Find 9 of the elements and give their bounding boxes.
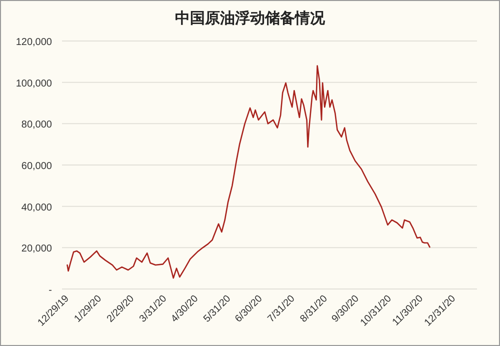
y-tick-label: 60,000 (21, 161, 52, 172)
y-tick-label: 100,000 (16, 78, 52, 90)
y-tick-label: 40,000 (21, 202, 52, 214)
y-tick-label: 80,000 (21, 120, 52, 131)
y-tick-label: 120,000 (16, 37, 52, 48)
chart-title: 中国原油浮动储备情况 (175, 10, 326, 27)
y-tick-label: 20,000 (21, 244, 52, 255)
line-series (66, 65, 430, 279)
y-tick-label: - (48, 285, 52, 296)
